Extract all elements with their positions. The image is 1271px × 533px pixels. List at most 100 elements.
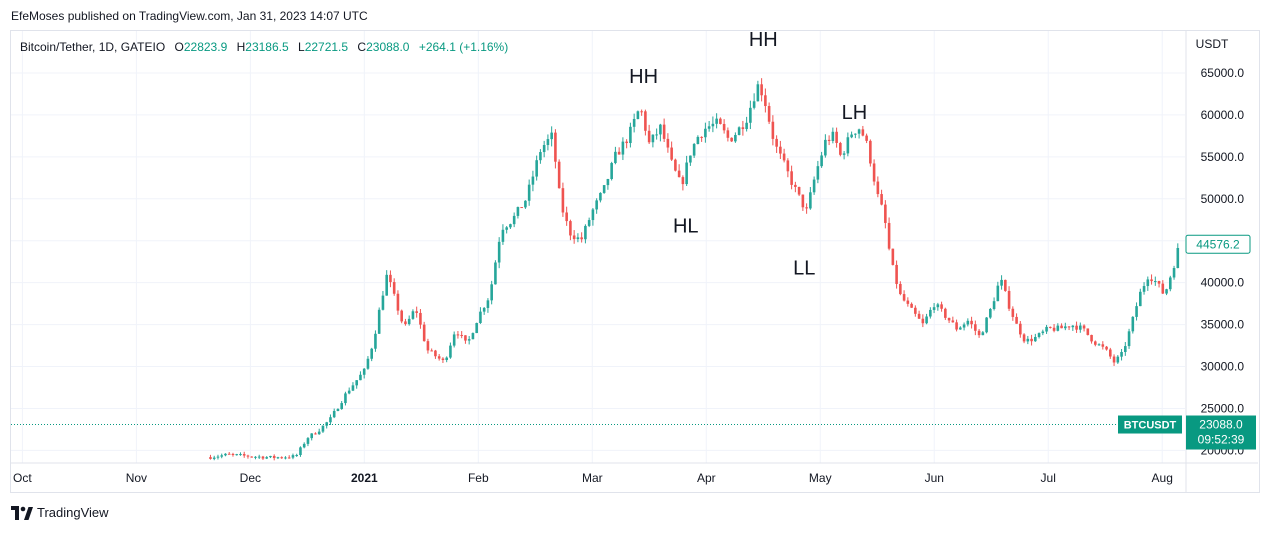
candle-body <box>827 139 831 141</box>
candle-body <box>257 456 261 458</box>
candle-body <box>509 224 512 228</box>
candle-body <box>1026 338 1030 342</box>
y-tick-label: 35000.0 <box>1201 318 1245 332</box>
candle-body <box>700 136 703 138</box>
candle-body <box>494 262 497 285</box>
candle-body <box>1176 247 1180 269</box>
candle-body <box>1019 323 1022 335</box>
candle-body <box>704 128 707 138</box>
candle-body <box>835 131 838 143</box>
candle-body <box>891 248 895 265</box>
candle-body <box>782 153 786 161</box>
candle-body <box>475 323 478 334</box>
candle-body <box>1071 325 1075 328</box>
candle-body <box>1045 326 1048 332</box>
candle-body <box>809 192 812 209</box>
candle-body <box>689 155 692 163</box>
candle-body <box>272 455 276 459</box>
candle-body <box>471 333 475 340</box>
x-tick-label: Aug <box>1152 471 1173 485</box>
candle-body <box>336 409 340 411</box>
ohlc-legend: Bitcoin/Tether, 1D, GATEIO O22823.9 H231… <box>20 40 508 54</box>
candle-body <box>932 307 936 310</box>
candle-body <box>1052 327 1056 331</box>
candle-body <box>411 311 415 319</box>
candle-body <box>910 303 913 308</box>
candle-body <box>572 235 576 240</box>
candle-body <box>707 126 711 129</box>
y-tick-label: 55000.0 <box>1201 150 1245 164</box>
candle-body <box>389 274 392 283</box>
candle-body <box>216 456 220 458</box>
candle-body <box>1034 336 1037 342</box>
tradingview-logo-icon <box>11 505 33 520</box>
candle-body <box>640 111 643 113</box>
candle-body <box>306 438 310 444</box>
x-tick-label: Nov <box>126 471 147 485</box>
candle-body <box>524 200 527 208</box>
candle-body <box>250 456 254 458</box>
candle-body <box>314 433 317 435</box>
candle-body <box>347 390 351 394</box>
candle-body <box>527 184 531 201</box>
current-price-text: 23088.0 <box>1199 418 1243 432</box>
candle-body <box>734 134 737 142</box>
candle-body <box>419 312 422 325</box>
candle-body <box>1011 308 1015 317</box>
candle-body <box>749 107 752 123</box>
candle-body <box>381 295 385 310</box>
candle-body <box>1090 334 1093 342</box>
candle-body <box>621 141 625 155</box>
candle-body <box>899 283 902 295</box>
candle-body <box>647 130 651 143</box>
candle-body <box>479 311 482 324</box>
last-price-badge <box>1185 234 1251 254</box>
candle-body <box>865 135 868 141</box>
candle-body <box>546 139 550 146</box>
candle-body <box>1022 334 1026 342</box>
tradingview-brand[interactable]: TradingView <box>11 505 109 520</box>
candle-body <box>1056 325 1060 331</box>
candles-group <box>209 78 1180 461</box>
candle-body <box>681 177 685 185</box>
candle-body <box>629 126 632 144</box>
candle-body <box>790 171 793 185</box>
candle-body <box>854 133 857 135</box>
candle-body <box>276 457 280 459</box>
candle-body <box>212 457 216 459</box>
candle-body <box>580 237 583 240</box>
candle-body <box>801 194 805 208</box>
candle-body <box>1037 333 1041 337</box>
candle-body <box>962 324 966 328</box>
candle-body <box>595 200 598 210</box>
candle-body <box>460 334 463 336</box>
candle-body <box>812 179 816 193</box>
candle-body <box>872 163 876 182</box>
candle-body <box>625 141 628 144</box>
candle-body <box>940 304 943 309</box>
candle-body <box>921 318 925 324</box>
candle-body <box>820 155 823 167</box>
candle-body <box>959 327 962 330</box>
x-tick-label: Jun <box>925 471 944 485</box>
last-price-text: 44576.2 <box>1196 237 1240 251</box>
candle-body <box>906 300 910 304</box>
candle-body <box>1124 346 1127 352</box>
candle-body <box>981 332 985 336</box>
candle-body <box>227 453 231 455</box>
countdown-text: 09:52:39 <box>1198 433 1245 447</box>
candle-body <box>497 241 501 263</box>
candle-body <box>722 123 726 131</box>
candle-body <box>1086 328 1090 335</box>
candle-body <box>644 111 647 131</box>
candle-body <box>422 324 426 342</box>
candle-body <box>1150 279 1153 282</box>
candle-body <box>974 324 977 331</box>
candle-body <box>437 356 441 359</box>
candle-body <box>1172 268 1176 278</box>
candle-body <box>805 207 808 209</box>
candle-body <box>632 118 636 127</box>
candle-body <box>1060 325 1063 329</box>
x-tick-label: May <box>809 471 832 485</box>
